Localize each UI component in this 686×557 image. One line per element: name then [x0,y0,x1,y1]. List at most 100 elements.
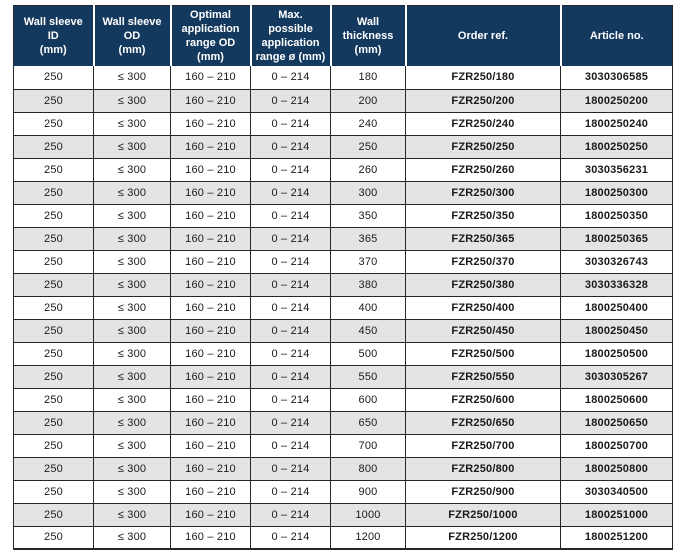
table-cell: 1200 [330,525,406,550]
table-cell: 0 – 214 [250,88,331,113]
table-cell: 450 [330,318,406,343]
table-cell: 200 [330,88,406,113]
table-cell: 160 – 210 [170,502,251,527]
table-cell: 0 – 214 [250,226,331,251]
table-cell: 160 – 210 [170,295,251,320]
table-cell: 0 – 214 [250,318,331,343]
table-cell: 250 [13,387,94,412]
table-cell: 500 [330,341,406,366]
table-cell: 250 [13,341,94,366]
table-cell: ≤ 300 [93,226,171,251]
table-cell: 350 [330,203,406,228]
table-cell: FZR250/1000 [405,502,561,527]
table-cell: 250 [330,134,406,159]
table-cell: 3030340500 [560,479,673,504]
table-cell: 0 – 214 [250,433,331,458]
table-cell: 250 [13,479,94,504]
table-cell: 700 [330,433,406,458]
table-cell: 0 – 214 [250,66,331,90]
table-cell: 650 [330,410,406,435]
table-cell: 160 – 210 [170,410,251,435]
table-cell: 3030356231 [560,157,673,182]
table-cell: 600 [330,387,406,412]
table-cell: 250 [13,525,94,550]
table-cell: 250 [13,295,94,320]
table-cell: 160 – 210 [170,525,251,550]
table-cell: 250 [13,502,94,527]
table-cell: 1800250300 [560,180,673,205]
table-row: 250 ≤ 300 160 – 210 0 – 214 250 FZR250/250 180… [13,134,673,159]
table-cell: 1800250350 [560,203,673,228]
table-cell: 160 – 210 [170,341,251,366]
table-cell: 0 – 214 [250,502,331,527]
table-cell: 160 – 210 [170,318,251,343]
table-cell: ≤ 300 [93,66,171,90]
table-cell: FZR250/365 [405,226,561,251]
table-cell: ≤ 300 [93,272,171,297]
table-cell: ≤ 300 [93,157,171,182]
table-cell: 1800250700 [560,433,673,458]
table-row: 250 ≤ 300 160 – 210 0 – 214 500 FZR250/500 180… [13,341,673,366]
table-cell: FZR250/600 [405,387,561,412]
column-header: Order ref. [404,5,561,66]
table-row: 250 ≤ 300 160 – 210 0 – 214 700 FZR250/700 180… [13,433,673,458]
table-cell: 0 – 214 [250,410,331,435]
table-cell: 160 – 210 [170,180,251,205]
table-cell: 250 [13,318,94,343]
table-cell: 550 [330,364,406,389]
table-cell: 250 [13,66,94,90]
table-cell: FZR250/800 [405,456,561,481]
table-cell: 250 [13,433,94,458]
table-cell: 1800250365 [560,226,673,251]
table-cell: FZR250/180 [405,66,561,90]
column-header: Wall thickness (mm) [329,5,406,66]
table-cell: ≤ 300 [93,111,171,136]
table-cell: 0 – 214 [250,180,331,205]
table-cell: 1800250400 [560,295,673,320]
table-cell: 160 – 210 [170,387,251,412]
table-cell: 0 – 214 [250,364,331,389]
table-cell: 160 – 210 [170,111,251,136]
table-cell: 1800250500 [560,341,673,366]
product-specification-table: Wall sleeve ID (mm) Wall sleeve OD (mm) Op… [13,5,673,550]
table-row: 250 ≤ 300 160 – 210 0 – 214 380 FZR250/380 303… [13,272,673,297]
table-cell: 250 [13,410,94,435]
table-cell: 250 [13,157,94,182]
table-cell: FZR250/300 [405,180,561,205]
table-row: 250 ≤ 300 160 – 210 0 – 214 600 FZR250/600 180… [13,387,673,412]
table-cell: 0 – 214 [250,525,331,550]
table-header: Wall sleeve ID (mm) Wall sleeve OD (mm) Op… [13,5,673,66]
table-cell: 1800250200 [560,88,673,113]
table-row: 250 ≤ 300 160 – 210 0 – 214 350 FZR250/350 180… [13,203,673,228]
column-header: Wall sleeve OD (mm) [92,5,171,66]
table-row: 250 ≤ 300 160 – 210 0 – 214 650 FZR250/650 180… [13,410,673,435]
table-cell: 160 – 210 [170,364,251,389]
table-cell: 0 – 214 [250,456,331,481]
table-row: 250 ≤ 300 160 – 210 0 – 214 900 FZR250/900 303… [13,479,673,504]
table-cell: ≤ 300 [93,341,171,366]
table-cell: 260 [330,157,406,182]
table-cell: 160 – 210 [170,272,251,297]
table-cell: 160 – 210 [170,479,251,504]
table-body: 250 ≤ 300 160 – 210 0 – 214 180 FZR250/180 303… [13,66,673,550]
column-header: Max. possible application range ø (mm) [249,5,331,66]
table-cell: 800 [330,456,406,481]
table-cell: 1800251000 [560,502,673,527]
table-cell: 0 – 214 [250,387,331,412]
table-cell: 1800250600 [560,387,673,412]
table-cell: ≤ 300 [93,180,171,205]
table-row: 250 ≤ 300 160 – 210 0 – 214 1000 FZR250/1000 1… [13,502,673,527]
table-cell: 160 – 210 [170,249,251,274]
table-cell: FZR250/400 [405,295,561,320]
table-cell: ≤ 300 [93,295,171,320]
column-header: Wall sleeve ID (mm) [13,5,94,66]
table-cell: 250 [13,249,94,274]
table-cell: FZR250/260 [405,157,561,182]
table-cell: 1800250240 [560,111,673,136]
table-cell: 370 [330,249,406,274]
table-cell: ≤ 300 [93,318,171,343]
table-cell: FZR250/550 [405,364,561,389]
table-cell: 0 – 214 [250,295,331,320]
table-cell: 1800250800 [560,456,673,481]
table-cell: 250 [13,88,94,113]
